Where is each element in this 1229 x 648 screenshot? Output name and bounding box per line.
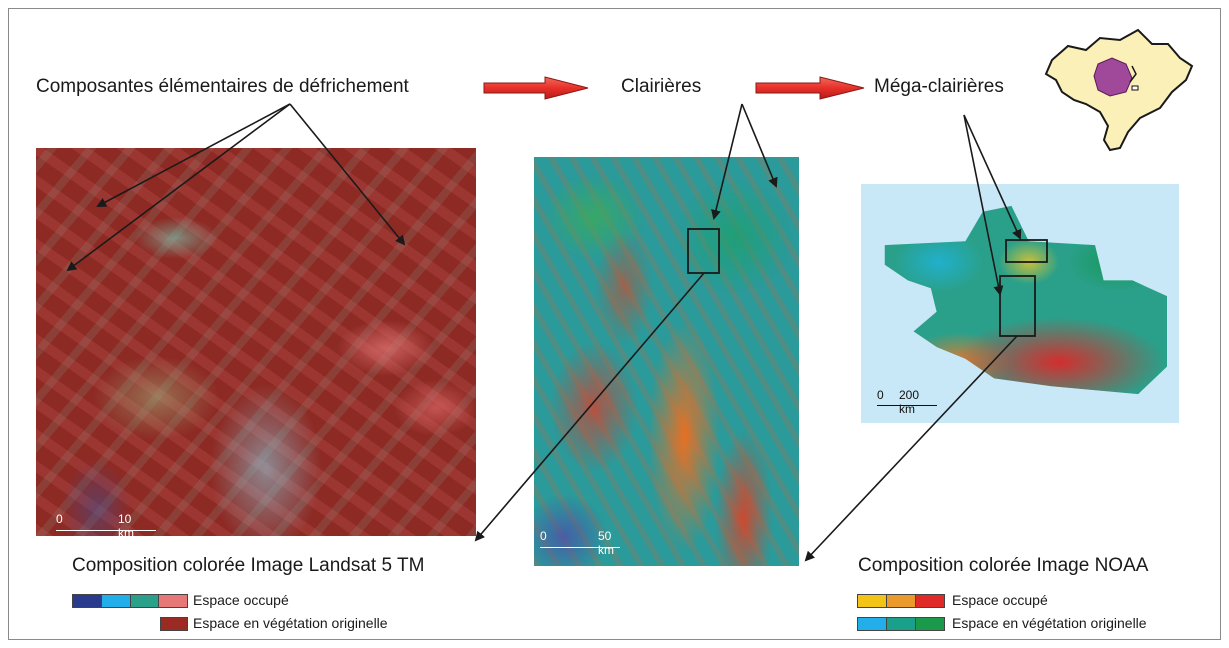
noaa-occupied-swatch <box>857 594 945 608</box>
noaa-scale: 0 200 km <box>877 388 937 416</box>
flow-step-composantes: Composantes élémentaires de défrichement <box>36 76 409 97</box>
landsat-scale-zero: 0 <box>56 512 63 526</box>
landsat-caption: Composition colorée Image Landsat 5 TM <box>72 555 425 576</box>
noaa-caption: Composition colorée Image NOAA <box>858 555 1149 576</box>
landsat-scale-label: 10 km <box>118 512 134 536</box>
clairieres-scale-zero: 0 <box>540 529 547 543</box>
landsat-occupied-label: Espace occupé <box>193 592 289 608</box>
landsat-original-label: Espace en végétation originelle <box>193 615 388 631</box>
noaa-scale-zero: 0 <box>877 388 884 402</box>
clairieres-image: 0 50 km <box>534 157 799 566</box>
flow-step-mega-clairieres: Méga-clairières <box>874 76 1004 97</box>
landsat-original-swatch <box>160 617 188 631</box>
noaa-occupied-label: Espace occupé <box>952 592 1048 608</box>
noaa-original-swatch <box>857 617 945 631</box>
figure-frame <box>8 8 1221 640</box>
mato-grosso-region <box>1093 57 1133 97</box>
red-arrow-1 <box>483 76 589 100</box>
clairieres-scale-label: 50 km <box>598 529 614 557</box>
noaa-image: 0 200 km <box>861 184 1179 423</box>
noaa-original-label: Espace en végétation originelle <box>952 615 1147 631</box>
landsat-image: 0 10 km <box>36 148 476 536</box>
landsat-scale: 0 10 km <box>56 512 156 536</box>
clairieres-scale: 0 50 km <box>540 529 620 557</box>
flow-step-clairieres: Clairières <box>621 76 702 97</box>
landsat-occupied-swatch <box>72 594 188 608</box>
red-arrow-2 <box>755 76 865 100</box>
